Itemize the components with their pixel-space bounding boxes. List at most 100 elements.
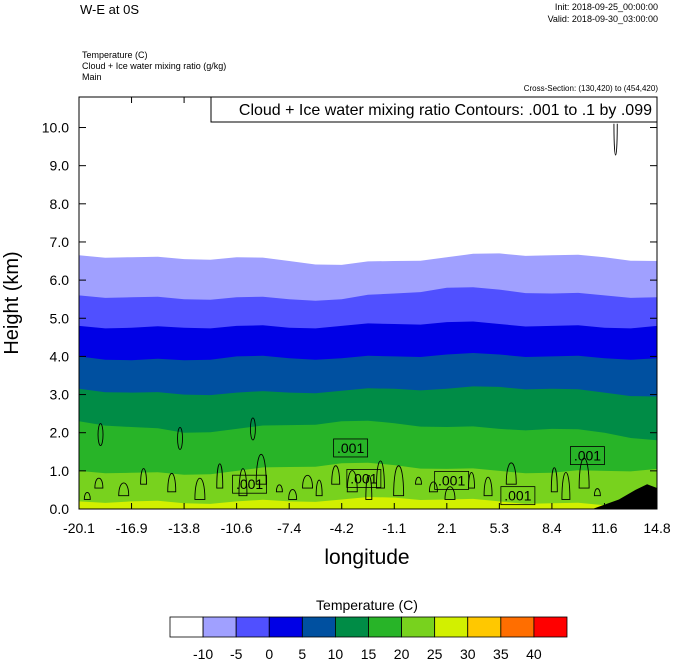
contour-label-text: .001 — [337, 440, 364, 456]
field-name-cloud-ice: Cloud + Ice water mixing ratio (g/kg) — [82, 61, 227, 71]
contour-info-box: Cloud + Ice water mixing ratio Contours:… — [210, 96, 658, 123]
cloud-contour — [331, 465, 341, 485]
cloud-contour — [393, 465, 405, 497]
contour-label: .001 — [434, 470, 470, 490]
terrain-layer — [592, 484, 657, 509]
y-axis-label: Height (km) — [1, 251, 23, 354]
colorbar-level-label: -5 — [230, 646, 243, 662]
contour-label: .001 — [333, 438, 369, 458]
x-tick-label: 8.4 — [542, 520, 562, 536]
contour-label-text: .001 — [504, 488, 531, 504]
cloud-contour — [375, 460, 385, 489]
colorbar-swatch — [235, 616, 270, 638]
cloud-contour — [177, 426, 183, 450]
colorbar-swatch — [169, 616, 204, 638]
init-time: Init: 2018-09-25_00:00:00 — [554, 2, 658, 12]
cloud-contour — [483, 476, 493, 497]
contour-label-box — [434, 470, 470, 490]
colorbar-level-label: 10 — [328, 646, 344, 662]
x-tick-label: 2.1 — [437, 520, 457, 536]
valid-time: Valid: 2018-09-30_03:00:00 — [547, 14, 658, 24]
x-tick-label: -13.8 — [168, 520, 200, 536]
cloud-contour — [444, 486, 456, 500]
colorbar-swatch — [335, 616, 369, 638]
axis-ticks: -20.1 -16.9 -13.8 -10.6 -7.4 -4.2 -1.1 2.1 5.3 8.… — [42, 97, 671, 536]
contour-label-text: .001 — [438, 472, 465, 488]
colorbar-level-label: 5 — [298, 646, 306, 662]
contour-label-text: .001 — [574, 448, 601, 464]
x-tick-label: -7.4 — [277, 520, 301, 536]
colorbar-level-label: 30 — [460, 646, 476, 662]
colorbar-level-label: 35 — [493, 646, 509, 662]
contour-label: .001 — [232, 474, 267, 494]
contour-label-box — [232, 474, 267, 494]
cloud-contour — [288, 489, 298, 500]
cloud-contour — [561, 472, 571, 500]
x-tick-label: -4.2 — [330, 520, 354, 536]
temperature-band-20 — [79, 462, 657, 509]
colorbar-level-label: 40 — [526, 646, 542, 662]
x-tick-label: -1.1 — [382, 520, 406, 536]
cloud-contour — [140, 468, 148, 485]
colorbar-swatch — [401, 616, 436, 638]
x-tick-label: -10.6 — [221, 520, 253, 536]
colorbar-swatch — [434, 616, 469, 638]
y-tick-label: 0.0 — [50, 501, 70, 517]
x-tick-label: 5.3 — [490, 520, 510, 536]
colorbar-swatch — [467, 616, 502, 638]
temperature-band-25 — [79, 497, 657, 509]
contour-label-box — [500, 486, 536, 506]
cloud-contour — [613, 123, 618, 156]
cloud-contour — [118, 482, 130, 497]
contour-label: .001 — [570, 446, 605, 465]
temperature-colorbar: -10 -5 0 5 10 15 20 25 30 35 40 — [169, 616, 568, 662]
cross-section-label: Cross-Section: (130,420) to (454,420) — [523, 84, 658, 93]
x-tick-label: -20.1 — [63, 520, 95, 536]
colorbar-swatch — [202, 616, 237, 638]
colorbar-level-label: 15 — [361, 646, 377, 662]
cloud-contour — [505, 462, 517, 485]
x-tick-label: -16.9 — [116, 520, 148, 536]
y-tick-label: 3.0 — [50, 387, 70, 403]
y-tick-label: 8.0 — [50, 196, 70, 212]
y-tick-label: 1.0 — [50, 463, 70, 479]
contour-label: .001 — [500, 486, 536, 506]
cloud-contour — [275, 484, 283, 493]
cloud-contour — [167, 472, 177, 493]
cloud-contour — [578, 457, 590, 489]
cloud-contour — [238, 468, 248, 497]
terrain — [592, 484, 657, 509]
colorbar-level-label: 20 — [394, 646, 410, 662]
colorbar-swatch — [301, 616, 336, 638]
cloud-contour — [315, 479, 323, 497]
contour-label: .001 — [346, 469, 382, 488]
colorbar-swatch — [500, 616, 535, 638]
contour-info-title: Cloud + Ice water mixing ratio Contours:… — [239, 102, 652, 119]
cloud-contour — [550, 467, 558, 493]
cloud-contour — [216, 463, 224, 489]
cloud-contour — [255, 453, 267, 485]
chart-title-main: W-E at 0S — [80, 2, 140, 17]
colorbar-swatch — [368, 616, 402, 638]
x-tick-label: 11.6 — [591, 520, 617, 536]
cloud-contour — [346, 470, 358, 493]
x-tick-label: 14.8 — [643, 520, 670, 536]
contour-label-text: .001 — [350, 470, 377, 486]
cloud-contour — [415, 476, 422, 485]
field-name-temperature: Temperature (C) — [82, 50, 148, 60]
cloud-contour — [97, 423, 104, 447]
contour-info-frame — [210, 96, 658, 123]
cloud-contour — [365, 475, 373, 500]
cloud-contour-layer — [83, 123, 618, 500]
colorbar-level-label: 0 — [265, 646, 273, 662]
contour-label-layer: .001 .001 .001 .001 .001 .001 — [232, 438, 605, 506]
cloud-contour — [302, 474, 314, 489]
colorbar-level-label: 25 — [427, 646, 443, 662]
contour-label-box — [570, 446, 605, 465]
colorbar-level-label: -10 — [193, 646, 213, 662]
cloud-contour — [593, 488, 601, 497]
y-tick-label: 9.0 — [50, 158, 70, 174]
colorbar-swatch — [533, 616, 568, 638]
y-tick-label: 6.0 — [50, 272, 70, 288]
